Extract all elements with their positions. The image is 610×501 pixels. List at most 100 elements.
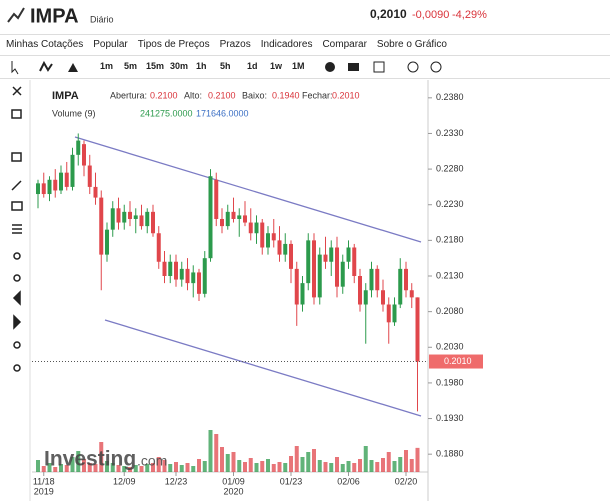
fib-tool[interactable] xyxy=(12,224,22,234)
candle-body xyxy=(128,211,132,219)
select-tool[interactable] xyxy=(11,109,22,119)
legend-text: 241275.0000 xyxy=(140,108,193,118)
watermark: .com xyxy=(137,453,167,469)
legend-text: Alto: xyxy=(184,90,202,100)
magnet-tool[interactable] xyxy=(13,341,21,349)
candle-body xyxy=(254,222,259,234)
volume-bar xyxy=(277,462,282,472)
side-tools xyxy=(11,86,23,372)
volume-bar xyxy=(139,466,144,472)
menu-item[interactable]: Comparar xyxy=(322,39,367,50)
y-tick-label: 0.2030 xyxy=(436,342,464,352)
y-tick-label: 0.2180 xyxy=(436,235,464,245)
candle-body xyxy=(185,268,190,284)
candle-body xyxy=(306,240,311,284)
candle-body xyxy=(352,247,357,276)
brush-tool[interactable] xyxy=(13,252,21,260)
volume-bar xyxy=(289,456,293,472)
candles-icon[interactable] xyxy=(39,60,53,72)
volume-bar xyxy=(93,464,98,472)
settings-icon[interactable] xyxy=(325,62,335,72)
clone-tool[interactable] xyxy=(11,152,22,162)
interval-button[interactable]: 30m xyxy=(170,61,189,71)
candle-body xyxy=(133,215,138,219)
volume-bar xyxy=(335,457,339,472)
cursor-icon[interactable] xyxy=(11,61,19,75)
candle-body xyxy=(381,290,385,305)
y-tick-label: 0.2380 xyxy=(436,92,464,102)
download-icon[interactable] xyxy=(407,61,419,73)
upload-icon[interactable] xyxy=(430,61,442,73)
area-icon[interactable] xyxy=(68,63,78,72)
text-tool[interactable] xyxy=(13,274,21,282)
menu-item[interactable]: Minhas Cotações xyxy=(6,39,84,50)
candle-body xyxy=(99,197,104,255)
candle-body xyxy=(231,211,236,219)
legend-text: 171646.0000 xyxy=(196,108,249,118)
rect-tool[interactable] xyxy=(11,201,23,211)
y-tick-label: 0.2280 xyxy=(436,163,464,173)
next-tool[interactable] xyxy=(13,314,22,330)
candle-body xyxy=(277,240,282,255)
candle-body xyxy=(76,140,81,155)
volume-bar xyxy=(76,451,81,472)
menu-item[interactable]: Tipos de Preços xyxy=(137,39,210,50)
volume-bar xyxy=(248,458,253,472)
lock-tool[interactable] xyxy=(13,364,21,372)
menu-item[interactable]: Sobre o Gráfico xyxy=(376,39,447,50)
volume-bar xyxy=(375,462,380,472)
interval-button[interactable]: 5h xyxy=(220,61,231,71)
prev-tool[interactable] xyxy=(12,290,21,306)
volume-bar xyxy=(306,452,311,472)
volume-bar xyxy=(110,463,115,472)
candle-body xyxy=(179,268,184,280)
candle-body xyxy=(404,268,408,291)
volume-bar xyxy=(329,463,334,472)
volume-bar xyxy=(260,461,265,472)
y-tick-label: 0.2130 xyxy=(436,270,464,280)
camera-icon[interactable] xyxy=(348,63,359,71)
chart: IMPA Abertura: 0.2100 Alto: 0.2100 Baixo: 0.19… xyxy=(0,80,483,501)
interval-button[interactable]: 1M xyxy=(292,61,305,71)
volume-bar xyxy=(151,463,155,472)
candle-body xyxy=(312,240,316,298)
legend-text: IMPA xyxy=(52,90,79,102)
candle-body xyxy=(237,215,242,219)
volume-bar xyxy=(41,466,46,472)
volume-bar xyxy=(208,430,213,472)
y-tick-label: 0.2230 xyxy=(436,199,464,209)
line-tool[interactable] xyxy=(11,180,22,191)
candle-body xyxy=(271,233,276,241)
candle-body xyxy=(369,268,374,291)
volume-bar xyxy=(82,459,86,472)
interval-button[interactable]: 15m xyxy=(146,61,165,71)
interval-button[interactable]: 1m xyxy=(100,61,114,71)
candle-body xyxy=(191,272,196,284)
volume-bar xyxy=(358,459,362,472)
trend-line-upper xyxy=(74,136,422,243)
candle-body xyxy=(162,261,167,276)
menu-item[interactable]: Prazos xyxy=(219,39,251,50)
menu-item[interactable]: Popular xyxy=(93,39,128,50)
logo-icon xyxy=(7,7,25,23)
interval-button[interactable]: 1d xyxy=(247,61,258,71)
volume-bar xyxy=(340,464,345,472)
interval-button[interactable]: 1h xyxy=(196,61,207,71)
fullscreen-icon[interactable] xyxy=(373,61,385,73)
volume-bar xyxy=(392,461,397,472)
legend-text: Baixo: xyxy=(242,90,267,100)
interval-button[interactable]: 5m xyxy=(124,61,138,71)
y-tick-label: 0.2330 xyxy=(436,128,464,138)
candle-body xyxy=(248,222,253,234)
last-price-label: 0.2010 xyxy=(444,356,472,366)
volume-bar xyxy=(386,452,391,472)
y-tick-label: 0.2080 xyxy=(436,306,464,316)
close-tool[interactable] xyxy=(12,86,22,96)
x-tick-label: 02/20 xyxy=(395,476,418,486)
symbol: IMPA xyxy=(30,5,79,27)
menu-item[interactable]: Indicadores xyxy=(260,39,313,50)
candle-body xyxy=(340,261,345,287)
watermark: Investing xyxy=(44,448,136,471)
interval-button[interactable]: 1w xyxy=(270,61,283,71)
volume-bar xyxy=(225,454,230,472)
